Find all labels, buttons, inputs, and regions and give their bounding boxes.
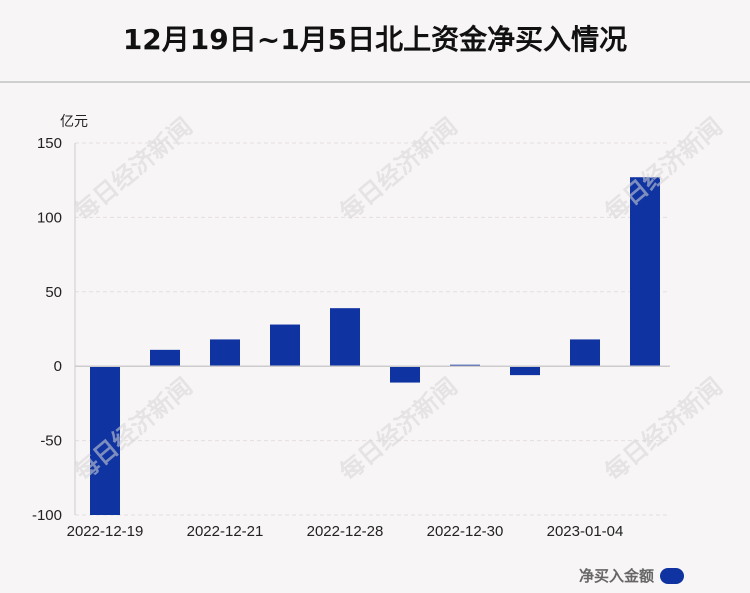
y-tick-label: 150 (37, 135, 62, 152)
y-tick-label: -100 (32, 507, 62, 524)
bar (330, 308, 360, 367)
title-divider (0, 81, 750, 83)
y-tick-label: 100 (37, 209, 62, 226)
x-tick-label: 2022-12-28 (307, 523, 384, 540)
y-tick-label: -50 (40, 433, 62, 450)
bar (570, 339, 600, 367)
legend: 净买入金额 (579, 565, 684, 586)
bar (390, 366, 420, 383)
x-tick-label: 2022-12-19 (67, 523, 144, 540)
y-tick-label: 50 (45, 284, 62, 301)
bar (210, 339, 240, 367)
bar (270, 324, 300, 367)
bar (630, 177, 660, 367)
y-tick-label: 0 (54, 358, 62, 375)
y-axis-unit: 亿元 (60, 114, 88, 130)
bar (90, 366, 120, 515)
legend-label: 净买入金额 (578, 567, 654, 585)
legend-swatch (660, 567, 684, 584)
bar (150, 349, 180, 367)
bar (510, 366, 540, 376)
x-tick-label: 2023-01-04 (547, 523, 624, 540)
chart-title: 12月19日~1月5日北上资金净买入情况 (122, 23, 628, 56)
x-tick-label: 2022-12-21 (187, 523, 264, 540)
x-tick-label: 2022-12-30 (427, 523, 504, 540)
